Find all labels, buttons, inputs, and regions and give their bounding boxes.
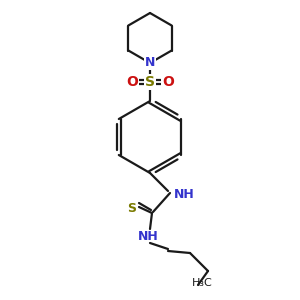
Text: NH: NH <box>174 188 195 200</box>
Text: NH: NH <box>138 230 158 242</box>
Text: O: O <box>126 75 138 89</box>
Text: S: S <box>128 202 136 214</box>
Text: O: O <box>162 75 174 89</box>
Text: H₃C: H₃C <box>192 278 213 288</box>
Text: S: S <box>145 75 155 89</box>
Text: N: N <box>145 56 155 70</box>
